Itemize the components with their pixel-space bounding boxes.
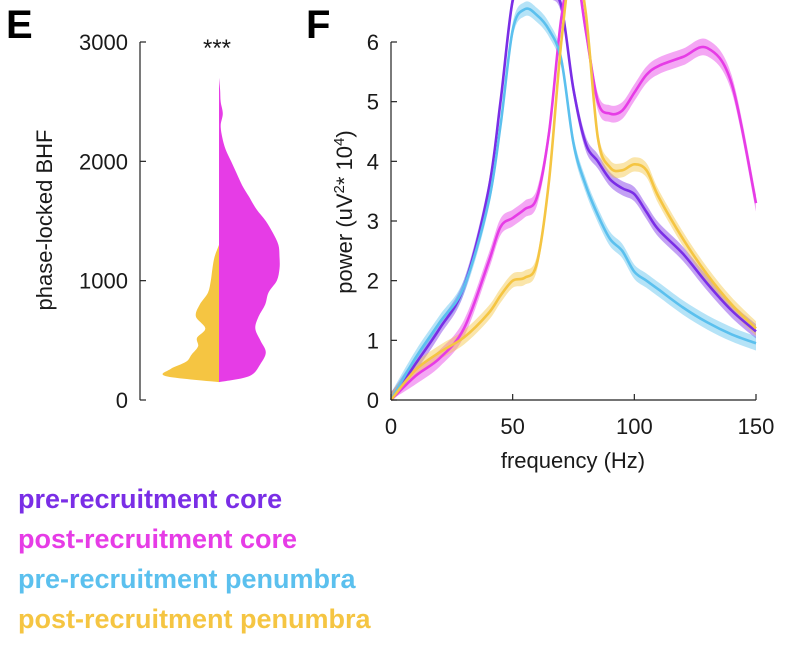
line-y-label-part1: power (uV bbox=[332, 193, 357, 294]
line-y-tick-label: 0 bbox=[367, 388, 379, 413]
violin-y-tick-label: 2000 bbox=[79, 149, 128, 174]
panel-letter-f: F bbox=[306, 3, 330, 47]
line-y-label-sup2: 4 bbox=[331, 138, 348, 146]
band-post-recruitment-penumbra bbox=[391, 0, 756, 400]
line-plot: 0 1 2 3 4 5 6 0 50 100 150 frequency (Hz) power (u… bbox=[331, 0, 775, 473]
violin-y-tick-label: 0 bbox=[116, 388, 128, 413]
line-y-label-part2: * 10 bbox=[332, 146, 357, 185]
line-x-tick-label: 150 bbox=[738, 414, 775, 439]
line-x-tick-label: 0 bbox=[385, 414, 397, 439]
violin-y-tick-label: 1000 bbox=[79, 269, 128, 294]
violin-y-label: phase-locked BHF bbox=[32, 130, 57, 311]
series-line-pre-recruitment-core bbox=[389, 0, 757, 401]
violin-y-tick-label: 3000 bbox=[79, 30, 128, 55]
band-pre-recruitment-penumbra bbox=[391, 1, 756, 400]
violin-half-post-recruitment-penumbra bbox=[162, 244, 219, 383]
line-y-label-sup1: 2 bbox=[331, 185, 348, 193]
violin-half-post-recruitment-core bbox=[219, 77, 280, 383]
line-y-tick-label: 6 bbox=[367, 30, 379, 55]
series-line-post-recruitment-penumbra bbox=[389, 0, 757, 401]
line-y-tick-label: 5 bbox=[367, 90, 379, 115]
significance-stars: *** bbox=[203, 35, 231, 62]
line-y-tick-label: 3 bbox=[367, 209, 379, 234]
line-y-tick-label: 1 bbox=[367, 328, 379, 353]
line-x-label: frequency (Hz) bbox=[501, 448, 645, 473]
series-line-pre-recruitment-penumbra bbox=[389, 7, 757, 401]
band-pre-recruitment-core bbox=[391, 0, 756, 400]
legend-post-recruitment-core: post-recruitment core bbox=[18, 524, 298, 554]
line-y-label: power (uV2* 104) bbox=[331, 130, 358, 293]
line-y-tick-label: 2 bbox=[367, 269, 379, 294]
line-x-tick-label: 50 bbox=[500, 414, 524, 439]
legend-pre-recruitment-core: pre-recruitment core bbox=[18, 484, 283, 514]
panel-letter-e: E bbox=[6, 3, 33, 47]
violin-plot: 0 1000 2000 3000 *** phase-locked BHF bbox=[32, 30, 280, 413]
legend-pre-recruitment-penumbra: pre-recruitment penumbra bbox=[18, 564, 356, 594]
line-y-label-part3: ) bbox=[332, 130, 357, 137]
band-post-recruitment-core bbox=[391, 0, 756, 400]
line-x-tick-label: 100 bbox=[616, 414, 653, 439]
series-line-post-recruitment-core bbox=[390, 0, 758, 401]
line-y-tick-label: 4 bbox=[367, 149, 379, 174]
legend-post-recruitment-penumbra: post-recruitment penumbra bbox=[18, 604, 371, 634]
